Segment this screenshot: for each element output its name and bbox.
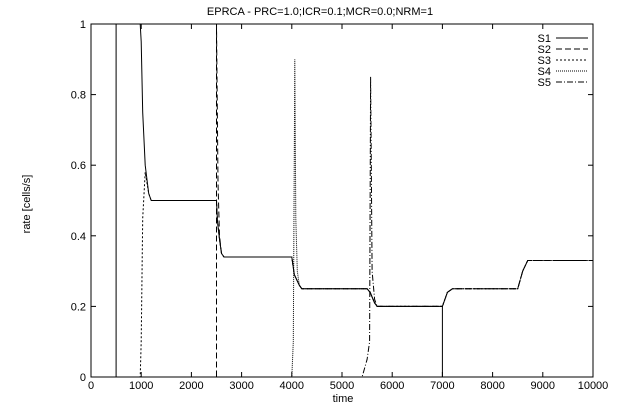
legend-label-s4: S4 xyxy=(538,66,551,78)
y-axis-ticks: 0 0.2 0.4 0.6 0.8 1 xyxy=(71,19,593,384)
x-tick-label: 2000 xyxy=(179,380,203,392)
series-lines xyxy=(91,23,593,378)
x-tick-label: 10000 xyxy=(578,380,609,392)
legend-label-s2: S2 xyxy=(538,44,551,56)
series-line-s3 xyxy=(91,172,593,378)
y-tick-label: 1 xyxy=(80,19,86,31)
x-tick-label: 5000 xyxy=(330,380,354,392)
chart-title: EPRCA - PRC=1.0;ICR=0.1;MCR=0.0;NRM=1 xyxy=(207,6,433,18)
x-axis-ticks: 0 1000 2000 3000 4000 5000 6000 7000 8000 9000 100… xyxy=(88,24,608,392)
x-tick-label: 0 xyxy=(88,380,94,392)
legend-label-s1: S1 xyxy=(538,33,551,45)
series-line-s1 xyxy=(115,23,593,378)
legend-label-s5: S5 xyxy=(538,77,551,89)
y-tick-label: 0 xyxy=(80,372,86,384)
x-tick-label: 8000 xyxy=(480,380,504,392)
x-tick-label: 9000 xyxy=(531,380,555,392)
x-tick-label: 6000 xyxy=(380,380,404,392)
x-tick-label: 3000 xyxy=(229,380,253,392)
y-tick-label: 0.6 xyxy=(71,160,86,172)
x-tick-label: 4000 xyxy=(280,380,304,392)
y-axis-label: rate [cells/s] xyxy=(21,175,33,234)
x-tick-label: 1000 xyxy=(129,380,153,392)
y-tick-label: 0.8 xyxy=(71,90,86,102)
series-line-s4 xyxy=(91,59,593,378)
series-line-s5 xyxy=(91,76,593,378)
x-axis-label: time xyxy=(333,393,354,404)
legend-label-s3: S3 xyxy=(538,55,551,67)
y-tick-label: 0.4 xyxy=(71,231,86,243)
y-tick-label: 0.2 xyxy=(71,301,86,313)
x-tick-label: 7000 xyxy=(430,380,454,392)
